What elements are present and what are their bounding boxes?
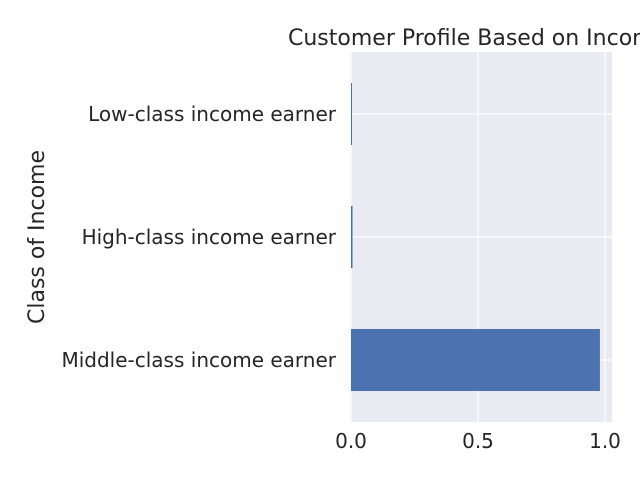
bar [351, 206, 353, 268]
chart-title: Customer Profile Based on Income [288, 26, 640, 51]
x-tick-label: 0.5 [462, 429, 494, 453]
bar [351, 83, 353, 145]
y-tick-label: Low-class income earner [88, 102, 337, 126]
x-tick-label: 0.0 [335, 429, 367, 453]
bar-layer [351, 83, 600, 391]
y-tick-layer: Middle-class income earner High-class inc… [61, 102, 336, 372]
bar [351, 329, 600, 391]
y-tick-label: Middle-class income earner [61, 348, 336, 372]
x-tick-layer: 0.0 0.5 1.0 [335, 429, 621, 453]
x-tick-label: 1.0 [589, 429, 621, 453]
y-axis-label: Class of Income [25, 150, 50, 324]
y-tick-label: High-class income earner [82, 225, 337, 249]
